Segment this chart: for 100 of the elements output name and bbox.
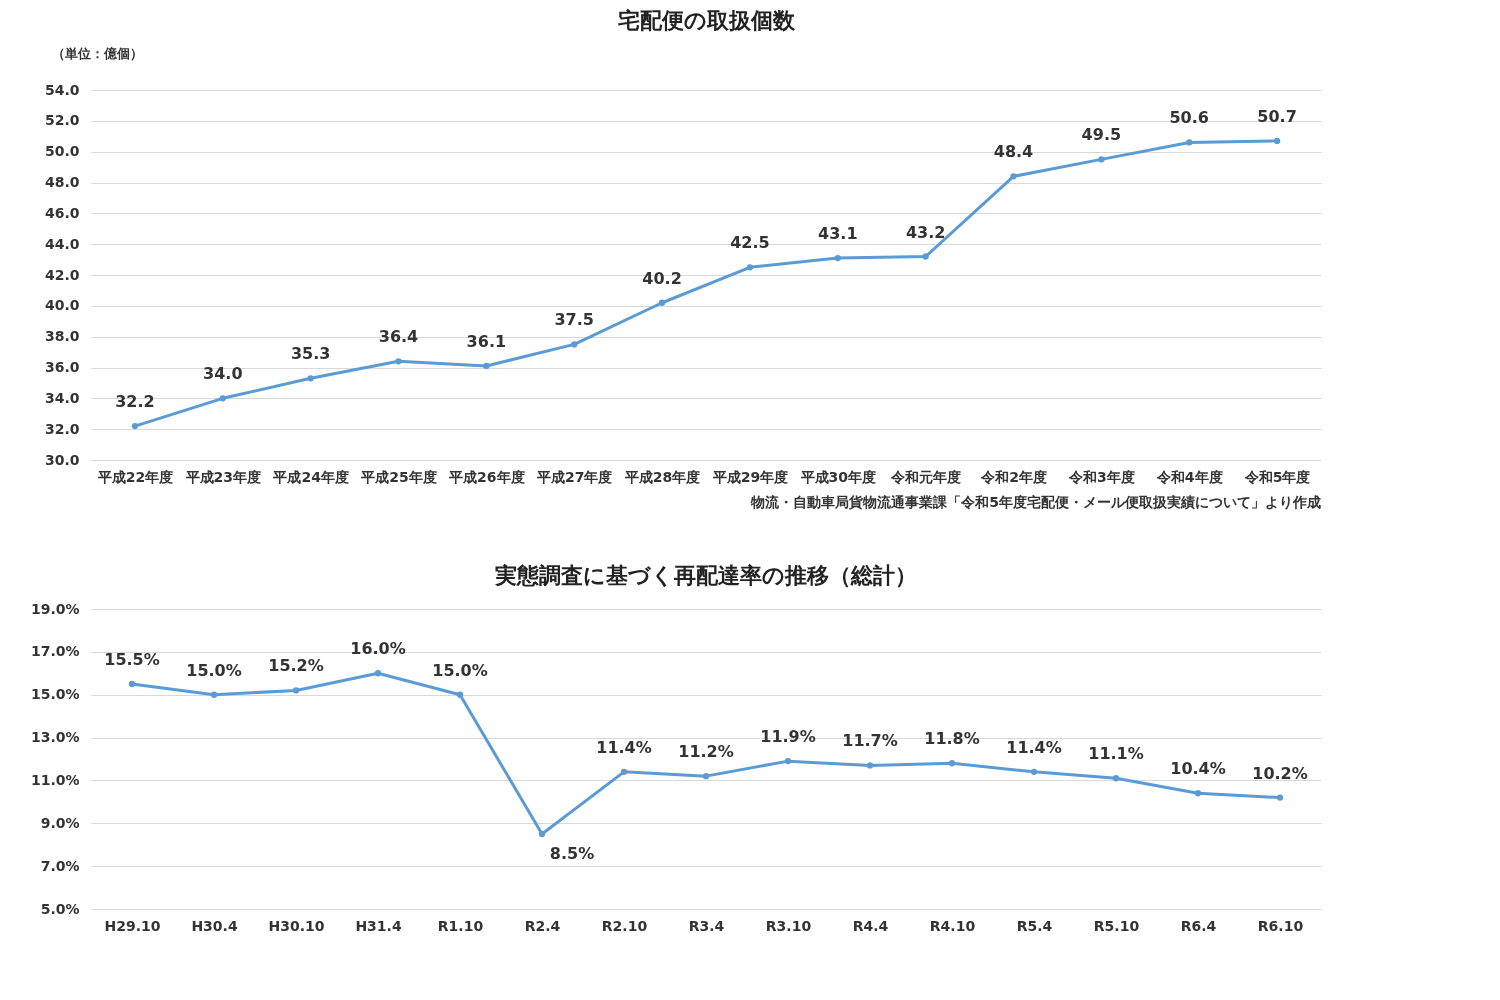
chart-title: 実態調査に基づく再配達率の推移（総計）	[494, 563, 917, 588]
x-tick-label: R5.10	[1093, 917, 1140, 934]
x-tick-label: R2.10	[601, 917, 648, 934]
x-tick-label: 平成23年度	[184, 468, 262, 485]
point	[219, 395, 226, 402]
point	[1273, 137, 1281, 145]
point	[292, 687, 300, 694]
point	[210, 691, 218, 698]
point	[538, 830, 546, 838]
y-tick-label: 48.0	[44, 174, 80, 190]
data-label: 15.5%	[104, 650, 160, 669]
data-label: 11.4%	[1006, 737, 1062, 757]
x-tick-label: R6.10	[1257, 917, 1304, 934]
y-tick-label: 46.0	[44, 204, 80, 221]
y-tick-label: 44.0	[44, 235, 80, 252]
x-tick-label: R3.10	[765, 917, 812, 934]
data-label: 15.0%	[432, 660, 488, 680]
y-tick-label: 19.0%	[30, 600, 80, 617]
y-tick-label: 34.0	[44, 389, 80, 406]
y-tick-label: 54.0	[44, 81, 80, 98]
point	[374, 670, 382, 677]
x-tick-label: 令和4年度	[1155, 468, 1223, 485]
x-tick-label: R2.4	[524, 917, 561, 934]
y-tick-label: 52.0	[44, 112, 80, 129]
x-tick-label: 令和3年度	[1067, 468, 1135, 485]
x-tick-label: 令和2年度	[980, 468, 1047, 485]
y-tick-label: 36.0	[44, 359, 80, 375]
data-label: 11.7%	[842, 731, 898, 751]
x-tick-label: H30.4	[191, 917, 238, 934]
x-tick-label: 平成28年度	[623, 468, 701, 485]
data-label: 49.5	[1081, 125, 1122, 145]
data-label: 37.5	[554, 310, 594, 330]
data-label: 10.4%	[1170, 759, 1226, 779]
data-label: 11.1%	[1088, 744, 1144, 764]
y-tick-label: 38.0	[44, 328, 80, 345]
x-tick-label: 平成26年度	[448, 468, 525, 485]
x-tick-label: R5.4	[1016, 917, 1053, 934]
y-tick-label: 32.0	[44, 420, 80, 437]
data-label: 16.0%	[350, 639, 406, 659]
x-tick-label: 平成24年度	[272, 468, 349, 485]
x-tick-label: R1.10	[437, 917, 484, 934]
y-tick-label: 5.0%	[40, 900, 80, 917]
point	[620, 768, 628, 776]
y-tick-label: 42.0	[44, 266, 80, 283]
x-tick-label: R4.10	[929, 917, 976, 934]
point	[922, 253, 929, 260]
point	[1098, 156, 1105, 163]
data-label: 35.3	[290, 344, 331, 364]
point	[128, 680, 136, 688]
x-tick-label: 平成30年度	[799, 468, 877, 485]
x-tick-label: H31.4	[355, 917, 402, 934]
x-tick-label: 令和元年度	[890, 468, 962, 485]
point	[483, 362, 490, 370]
data-label: 32.2	[115, 392, 155, 412]
point	[658, 299, 666, 306]
y-tick-label: 9.0%	[40, 814, 80, 831]
point	[834, 254, 841, 262]
data-label: 10.2%	[1252, 763, 1308, 783]
point	[456, 691, 464, 698]
point	[866, 762, 874, 769]
point	[571, 341, 578, 348]
data-label: 11.4%	[596, 737, 652, 757]
y-tick-label: 40.0	[44, 297, 80, 314]
data-label: 11.9%	[760, 727, 816, 747]
y-tick-label: 11.0%	[30, 771, 80, 788]
text: 物流・自動車局貨物流通事業課「令和5年度宅配便・メール便取扱実績について」より作成	[750, 494, 1321, 510]
data-label: 48.4	[993, 142, 1034, 162]
point	[1186, 139, 1193, 146]
x-tick-label: 平成29年度	[711, 468, 789, 485]
point	[1276, 794, 1284, 801]
data-label: 11.2%	[678, 742, 734, 762]
y-tick-label: 17.0%	[30, 643, 80, 660]
data-label: 15.2%	[268, 656, 324, 676]
data-label: 50.7	[1257, 106, 1297, 126]
point	[784, 757, 792, 765]
point	[395, 358, 402, 365]
data-label: 50.6	[1169, 108, 1209, 128]
data-label: 34.0	[203, 364, 243, 384]
data-label: 15.0%	[186, 660, 242, 680]
y-tick-label: 7.0%	[40, 857, 80, 874]
x-tick-label: 平成27年度	[535, 468, 613, 485]
point	[131, 422, 139, 430]
data-label: 36.4	[378, 327, 419, 347]
y-tick-label: 13.0%	[30, 729, 80, 746]
y-tick-label: 50.0	[44, 143, 80, 160]
data-label: 8.5%	[549, 844, 595, 863]
point	[948, 760, 956, 767]
x-tick-label: 平成25年度	[360, 468, 437, 485]
data-label: 11.8%	[924, 729, 980, 749]
y-tick-label: 30.0	[44, 451, 80, 468]
point	[1112, 775, 1120, 782]
x-tick-label: 令和5年度	[1243, 468, 1311, 485]
point	[746, 264, 754, 271]
data-label: 43.1	[818, 224, 858, 244]
data-label: 40.2	[642, 268, 682, 288]
point	[1010, 173, 1017, 180]
point	[1194, 790, 1202, 797]
y-axis-title: （単位：億個）	[51, 45, 143, 61]
data-label: 36.1	[466, 331, 507, 351]
data-label: 42.5	[730, 233, 770, 253]
